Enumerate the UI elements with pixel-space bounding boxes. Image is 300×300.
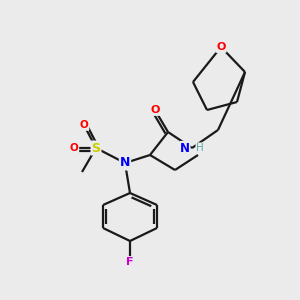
Text: O: O <box>70 143 78 153</box>
Text: S: S <box>92 142 100 154</box>
Text: H: H <box>196 143 204 153</box>
Text: N: N <box>120 157 130 169</box>
Text: O: O <box>80 120 88 130</box>
Text: O: O <box>216 42 226 52</box>
Text: F: F <box>126 257 134 267</box>
Text: O: O <box>150 105 160 115</box>
Text: N: N <box>180 142 190 154</box>
